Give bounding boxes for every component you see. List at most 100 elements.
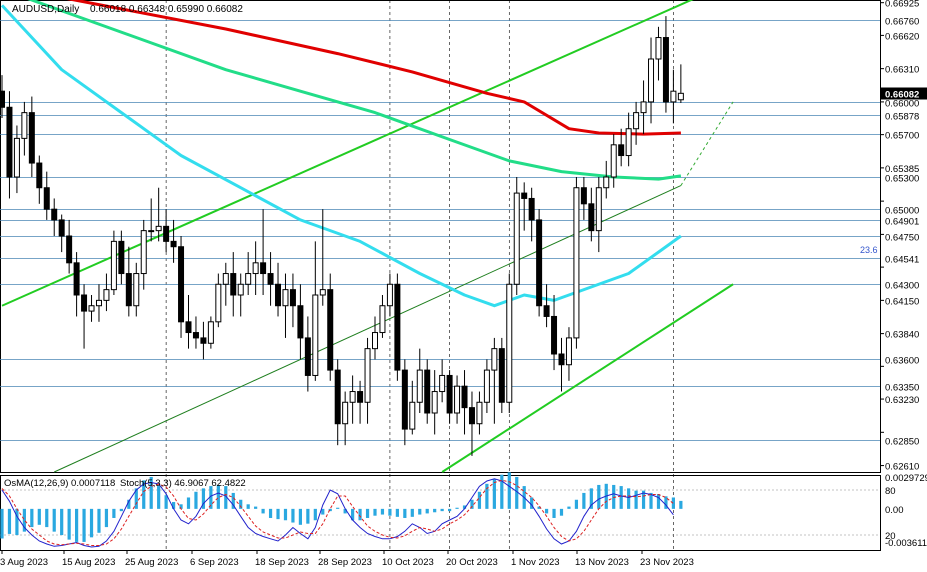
osma-bar [388,508,392,516]
candle-bearish [267,273,274,285]
oscillator-panel[interactable]: 0.0029729 80 0.00 20-0.003611 [0,472,927,551]
candle-bullish [282,289,289,307]
candle-bearish [6,106,13,178]
osma-bar [89,508,94,538]
candle-bullish [148,230,155,233]
osma-bar [142,480,146,509]
candle-bullish [610,144,617,178]
candle-bullish [207,321,214,344]
osma-bar [470,499,474,509]
candle-bullish [513,192,520,285]
oscillator-axis-label: 80 [885,486,896,497]
price-tick-label: 0.63840 [885,330,919,341]
level-label: 0.64300 [885,281,919,292]
osma-bar [440,508,444,512]
price-panel[interactable]: 23.6 [0,0,881,550]
candle-bullish [252,262,259,275]
osma-bar [671,497,675,509]
oscillator-axis-label: 20 [885,531,896,542]
osma-label: OsMA(12,26,9) 0.0007118 [4,478,115,489]
candle-bearish [51,208,58,221]
osma-bar [104,508,109,528]
osma-bar [336,507,340,509]
price-tick-label: 0.62610 [885,462,919,473]
time-label: 13 Nov 2023 [575,557,629,568]
candle-bearish [580,187,587,205]
time-label: 3 Aug 2023 [0,557,48,568]
candle-bearish [357,391,364,403]
candle-bullish [595,187,602,232]
candle-bearish [192,332,199,339]
candle-bearish [424,369,431,414]
osma-bar [507,472,511,509]
candle-bullish [491,348,498,371]
candle-bullish [364,348,371,403]
candle-bullish [110,240,117,291]
level-label: 0.66760 [885,17,919,28]
candle-bullish [319,289,326,296]
candle-bullish [625,128,632,157]
candle-bullish [573,187,580,339]
osma-bar [515,476,519,509]
osma-bar [403,508,407,518]
fib-label: 23.6 [860,245,878,255]
osma-bar [0,508,4,539]
price-tick-label: 0.66310 [885,65,919,76]
time-label: 6 Sep 2023 [190,557,239,568]
time-label: 18 Sep 2023 [255,557,309,568]
candle-bullish [670,90,677,103]
osma-bar [60,508,64,536]
osma-bar [455,507,459,509]
osma-bar [530,497,534,509]
osma-bar [246,504,250,509]
candle-bearish [163,225,170,242]
osma-bar [433,508,437,513]
candle-bearish [334,369,341,425]
level-label-bg [881,353,927,366]
candle-bullish [483,369,490,403]
candle-bullish [372,332,378,350]
osma-bar [492,479,496,509]
price-tick-label: 0.66925 [885,0,919,10]
osma-bar [298,508,302,525]
time-label: 15 Aug 2023 [62,557,115,568]
candle-bearish [118,240,125,275]
level-label-bg [881,171,927,184]
osma-bar [149,476,153,509]
osma-bar [328,508,332,512]
osma-bar [157,486,161,509]
price-tick-label: 0.63230 [885,395,919,406]
osma-bar [664,496,668,509]
osma-bar [649,492,653,509]
candle-bullish [454,385,461,414]
candle-bearish [58,219,65,237]
last-price-box [881,87,927,100]
osma-bar [186,497,191,509]
candle-bullish [379,305,386,334]
level-label: 0.66000 [885,99,919,110]
osma-bar [358,508,362,521]
level-label-bg [881,252,927,265]
candle-bearish [289,289,296,307]
osma-bar [306,508,310,524]
time-label: 20 Oct 2023 [446,557,498,568]
level-label-bg [881,14,927,27]
osma-bar [37,508,41,525]
candle-bullish [439,374,446,393]
last-price-label: 0.66082 [885,90,919,101]
level-label: 0.64750 [885,233,919,244]
osma-bar [134,488,138,509]
osma-bar [67,508,71,540]
osma-bar [574,499,579,509]
candle-bearish [304,337,311,376]
osma-bar [537,506,541,509]
time-label: 10 Oct 2023 [382,557,434,568]
candle-bullish [655,37,662,60]
level-label: 0.64901 [885,217,919,228]
candle-bearish [461,385,468,409]
level-label: 0.65300 [885,174,919,185]
ohlc-readout: 0.66018 0.66348 0.65990 0.66082 [90,4,243,15]
candle-bearish [327,289,334,371]
